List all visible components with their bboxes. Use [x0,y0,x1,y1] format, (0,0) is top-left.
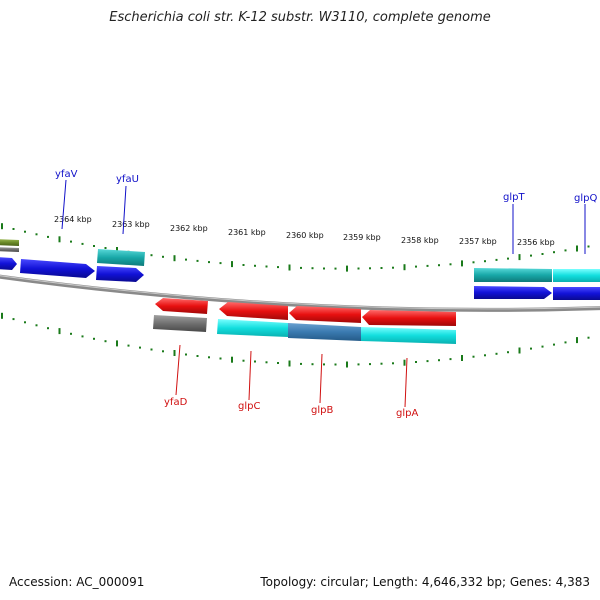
accession-text: Accession: AC_000091 [9,575,145,589]
scale-label: 2358 kbp [401,236,439,245]
map-title: Escherichia coli str. K-12 substr. W3110… [109,10,491,25]
gene-label-yfaD[interactable]: yfaD [164,397,188,408]
cds-feature-yfaU-cyan[interactable] [97,249,145,266]
cds-feature-partial-blue[interactable] [0,257,17,270]
scale-ticks-upper [1,223,590,272]
cds-feature-glpB-red[interactable] [289,306,361,323]
scale-label: 2359 kbp [343,233,381,242]
reverse-label-leaders [175,344,408,408]
gene-label-glpA[interactable]: glpA [396,408,418,419]
scale-label: 2364 kbp [54,215,92,224]
cds-feature-glpT-cyan[interactable] [474,268,552,282]
scale-label: 2363 kbp [112,220,150,229]
cds-feature-glpA-red[interactable] [362,310,456,326]
scale-label: 2357 kbp [459,237,497,246]
cds-feature-yfaD-gray[interactable] [153,315,207,332]
scale-ticks-lower [1,312,590,368]
scale-label: 2361 kbp [228,228,266,237]
gene-label-glpB[interactable]: glpB [311,405,333,416]
forward-label-leaders [61,179,586,254]
genome-backbone [0,274,600,312]
gene-label-glpC[interactable]: glpC [238,401,260,412]
scale-label: 2360 kbp [286,231,324,240]
cds-feature-partial-gray[interactable] [0,247,19,252]
scale-label: 2356 kbp [517,238,555,247]
gene-label-glpT[interactable]: glpT [503,192,525,203]
genome-summary-text: Topology: circular; Length: 4,646,332 bp… [260,575,590,589]
forward-gene-labels: yfaV yfaU glpT glpQ [55,169,597,204]
scale-label: 2362 kbp [170,224,208,233]
cds-feature-glpC-cyan[interactable] [217,319,288,337]
cds-feature-glpQ-cyan[interactable] [553,269,600,282]
reverse-gene-labels: yfaD glpC glpB glpA [164,397,418,419]
gene-label-glpQ[interactable]: glpQ [574,193,597,204]
cds-feature-yfaV[interactable] [20,259,95,278]
cds-feature-yfaU-blue[interactable] [96,266,144,282]
scale-labels: 2364 kbp 2363 kbp 2362 kbp 2361 kbp 2360 kbp… [54,215,555,247]
gene-label-yfaU[interactable]: yfaU [116,174,139,185]
genome-backbone-highlight [0,275,600,310]
reverse-strand-features [153,298,456,344]
gene-label-yfaV[interactable]: yfaV [55,169,78,180]
cds-feature-glpT[interactable] [474,286,552,299]
cds-feature-glpC-red[interactable] [219,302,288,320]
cds-feature-partial-olive[interactable] [0,239,19,246]
cds-feature-glpQ[interactable] [553,287,600,300]
forward-strand-features [0,239,600,300]
cds-feature-yfaD-red[interactable] [155,298,208,314]
cds-feature-glpA-cyan[interactable] [361,327,456,344]
cds-feature-glpB-steel[interactable] [288,323,361,341]
